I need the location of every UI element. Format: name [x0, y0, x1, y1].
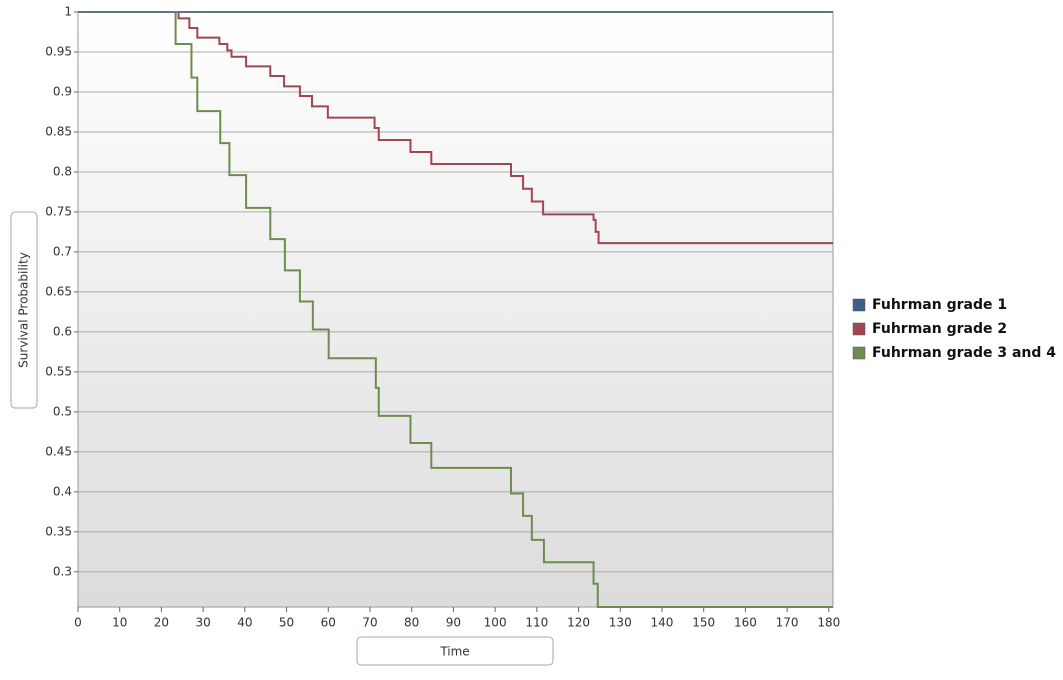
y-tick-label: 0.7 [53, 244, 72, 258]
x-tick-label: 120 [567, 616, 590, 630]
y-tick-label: 0.65 [45, 284, 72, 298]
survival-curve [78, 11, 833, 245]
y-tick-label: 0.35 [45, 524, 72, 538]
x-tick-label: 130 [609, 616, 632, 630]
legend-label: Fuhrman grade 1 [872, 297, 1007, 313]
x-tick-label: 160 [734, 616, 757, 630]
y-tick-label: 0.45 [45, 444, 72, 458]
legend-swatch [852, 298, 866, 312]
x-tick-label: 60 [321, 616, 336, 630]
y-tick-label: 0.95 [45, 44, 72, 58]
legend-swatch [852, 346, 866, 360]
x-tick-label: 70 [362, 616, 377, 630]
x-tick-label: 50 [279, 616, 294, 630]
legend-label: Fuhrman grade 3 and 4 [872, 345, 1056, 361]
y-axis-label: Survival Probability [17, 252, 31, 368]
x-tick-label: 110 [525, 616, 548, 630]
y-label-box [10, 211, 38, 409]
x-tick-label: 40 [237, 616, 252, 630]
x-tick-label: 100 [484, 616, 507, 630]
legend-swatch [852, 322, 866, 336]
y-tick-label: 0.75 [45, 204, 72, 218]
y-tick-label: 0.9 [53, 84, 72, 98]
y-tick-label: 0.3 [53, 564, 72, 578]
y-tick-label: 0.8 [53, 164, 72, 178]
plot-area [77, 11, 834, 608]
x-axis-label: Time [439, 645, 469, 659]
x-tick-label: 80 [404, 616, 419, 630]
x-tick-label: 0 [74, 616, 82, 630]
y-tick-label: 0.6 [53, 324, 72, 338]
legend-label: Fuhrman grade 2 [872, 321, 1007, 337]
x-tick-label: 140 [651, 616, 674, 630]
x-tick-label: 150 [692, 616, 715, 630]
y-tick-label: 0.4 [53, 484, 72, 498]
y-tick-label: 1 [64, 5, 72, 19]
y-tick-label: 0.85 [45, 124, 72, 138]
survival-curve [78, 11, 833, 608]
y-tick-label: 0.55 [45, 364, 72, 378]
x-tick-label: 90 [446, 616, 461, 630]
x-tick-label: 30 [195, 616, 210, 630]
y-tick-label: 0.5 [53, 404, 72, 418]
x-tick-label: 170 [776, 616, 799, 630]
x-tick-label: 20 [154, 616, 169, 630]
x-label-box [356, 636, 554, 666]
x-tick-label: 10 [112, 616, 127, 630]
x-tick-label: 180 [817, 616, 840, 630]
